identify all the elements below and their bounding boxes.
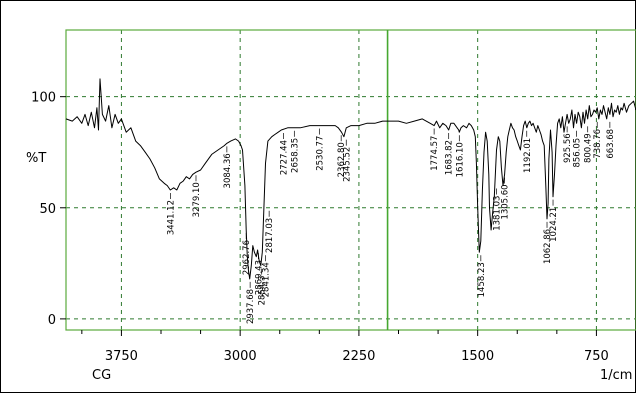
peak-label: 2854.3 <box>258 276 268 306</box>
peak-label: 2362.80 <box>337 142 347 177</box>
peak-label: 1062.86 <box>543 229 553 264</box>
peak-label: 2727.44 <box>279 140 289 175</box>
peak-label: 1305.60 <box>501 184 511 219</box>
spectrum-series <box>65 78 636 280</box>
peak-label: 1683.82 <box>445 140 455 175</box>
peak-label: 800.49 <box>584 133 594 163</box>
x-tick-label: 1500 <box>461 349 494 364</box>
y-tick-label: 50 <box>39 202 56 217</box>
peak-label: 3279.10 <box>192 182 202 217</box>
y-axis-label: %T <box>26 151 46 166</box>
peak-label: 2345.52 <box>342 147 352 182</box>
peak-label: 925.56 <box>563 133 573 163</box>
x-axis-label-left: CG <box>92 368 111 383</box>
peak-label: 2658.35 <box>290 138 300 173</box>
tick-labels: 3750 3000 2250 1500 750 0 50 100 <box>31 91 609 364</box>
x-tick-label: 750 <box>584 349 609 364</box>
peak-label: 3084.36 <box>223 153 233 188</box>
peak-label: 2937.68 <box>246 289 256 324</box>
peak-annotations: 3441.12 3279.10 3084.36 2962.76 2937.682869.… <box>166 121 616 324</box>
peak-label: 2869.43 <box>254 260 264 295</box>
peak-label: 856.05 <box>573 138 583 168</box>
x-tick-label: 3750 <box>105 349 138 364</box>
peak-label: 1381.03 <box>493 196 503 231</box>
y-tick-label: 0 <box>48 313 56 328</box>
peak-label: 2962.76 <box>242 240 252 275</box>
peak-label: 663.68 <box>606 129 616 159</box>
peak-label: 3441.12 <box>166 200 176 235</box>
axes <box>60 29 636 336</box>
peak-label: 2817.03 <box>265 218 275 253</box>
peak-label: 1616.10 <box>455 142 465 177</box>
peak-label: 1192.01 <box>523 138 533 173</box>
plot-border <box>65 29 636 331</box>
peak-label: 1024.21 <box>549 207 559 242</box>
peak-label: 1774.57 <box>430 136 440 171</box>
spectrum-line <box>65 78 636 280</box>
x-tick-label: 3000 <box>224 349 257 364</box>
peak-label: 1458.23 <box>477 262 487 297</box>
grid-lines <box>66 30 636 330</box>
peak-label: 2530.77 <box>315 136 325 171</box>
x-axis-label-right: 1/cm <box>600 368 632 383</box>
peak-label: 738.76 <box>593 129 603 159</box>
y-tick-label: 100 <box>31 91 56 106</box>
x-tick-label: 2250 <box>342 349 375 364</box>
peak-label: 2841.34 <box>261 262 271 297</box>
